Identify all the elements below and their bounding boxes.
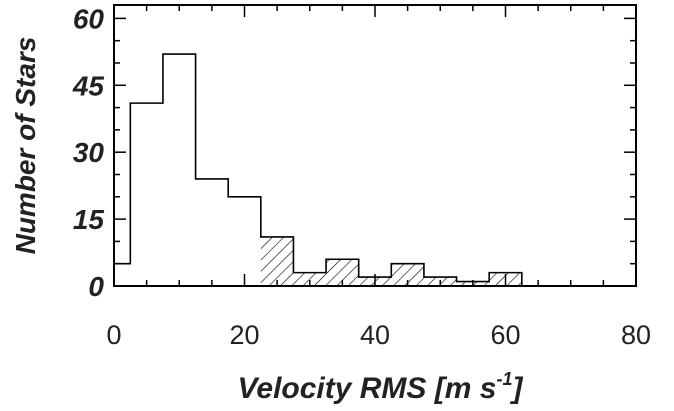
hatched-bar (391, 263, 424, 286)
x-tick-label: 0 (106, 320, 121, 350)
x-tick-label: 40 (360, 320, 390, 350)
y-tick-label: 30 (73, 137, 105, 168)
y-tick-label: 45 (72, 70, 105, 101)
y-tick-label: 60 (73, 3, 105, 34)
x-tick-label: 20 (229, 320, 259, 350)
hatched-bar (260, 236, 294, 286)
x-tick-labels: 0 20 40 60 80 (106, 320, 651, 350)
hatched-bins (260, 236, 522, 286)
x-axis-title-main: Velocity RMS [m s (238, 372, 497, 405)
y-tick-labels: 0 15 30 45 60 (72, 3, 105, 302)
hatched-bar (293, 272, 327, 286)
x-tick-label: 60 (490, 320, 520, 350)
x-axis-title-superscript: -1 (496, 369, 512, 389)
axis-ticks (113, 5, 637, 287)
plot-frame (113, 4, 637, 287)
y-axis-title: Number of Stars (10, 37, 41, 255)
histogram-outline (114, 53, 636, 287)
y-tick-label: 15 (73, 204, 105, 235)
x-tick-label: 80 (621, 320, 651, 350)
x-axis-title: Velocity RMS [m s-1] (238, 369, 524, 405)
y-tick-label: 0 (88, 271, 104, 302)
x-axis-title-suffix: ] (509, 372, 523, 405)
